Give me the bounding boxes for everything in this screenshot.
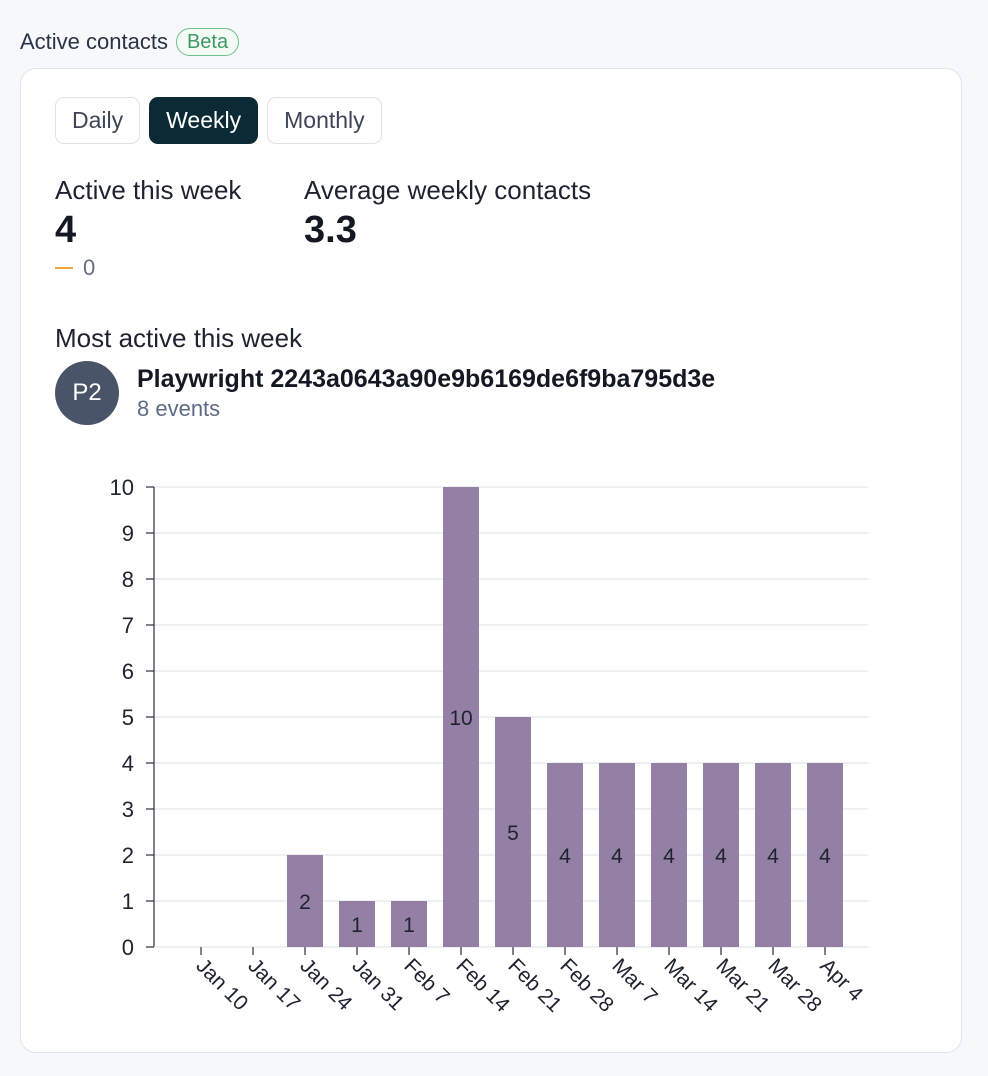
period-tabs: Daily Weekly Monthly [55,97,382,144]
bar [443,487,479,947]
bar-value-label: 4 [559,845,571,868]
active-this-week-stat: Active this week 4 0 [55,173,241,281]
x-tick-label: Jan 24 [295,954,356,1015]
active-this-week-value: 4 [55,209,77,251]
x-tick-label: Feb 21 [503,954,566,1017]
bar [339,901,375,947]
bar-value-label: 4 [819,845,831,868]
bar-value-label: 4 [611,845,623,868]
tab-monthly[interactable]: Monthly [267,97,382,144]
bar-value-label: 10 [449,707,472,730]
bar-value-label: 5 [507,822,519,845]
bar [547,763,583,947]
active-change-value: 0 [83,255,96,280]
tab-daily[interactable]: Daily [55,97,141,144]
y-tick-label: 9 [122,521,134,546]
avatar: P2 [55,361,119,425]
no-change-dash-icon [55,266,73,270]
y-tick-label: 8 [122,567,134,592]
bar [391,901,427,947]
y-tick-label: 6 [122,659,134,684]
bar [287,855,323,947]
x-tick-label: Jan 17 [243,954,304,1015]
beta-badge: Beta [175,28,240,56]
active-this-week-label: Active this week [55,175,242,205]
average-weekly-value: 3.3 [304,209,357,251]
bar-value-label: 1 [351,914,363,937]
y-tick-label: 0 [122,935,134,960]
tab-weekly[interactable]: Weekly [149,97,259,144]
bar [755,763,791,947]
contact-events: 8 events [137,396,221,421]
x-tick-label: Mar 21 [711,954,773,1016]
y-tick-label: 10 [110,475,134,500]
active-contacts-card: Daily Weekly Monthly Active this week 4 … [20,68,962,1053]
bar [495,717,531,947]
bar-value-label: 4 [715,845,727,868]
bar [703,763,739,947]
bar-value-label: 4 [767,845,779,868]
contact-name[interactable]: Playwright 2243a0643a90e9b6169de6f9ba795… [137,365,716,393]
section-header: Active contacts Beta [20,28,240,56]
bar [807,763,843,947]
bar [599,763,635,947]
bar-value-label: 1 [403,914,415,937]
x-tick-label: Feb 14 [451,954,514,1017]
bar-value-label: 4 [663,845,675,868]
y-tick-label: 5 [122,705,134,730]
x-tick-label: Mar 28 [763,954,825,1016]
average-weekly-stat: Average weekly contacts 3.3 [304,173,591,253]
x-tick-label: Mar 14 [659,954,722,1017]
y-tick-label: 3 [122,797,134,822]
average-weekly-label: Average weekly contacts [304,175,592,205]
x-tick-label: Feb 7 [399,954,453,1008]
x-tick-label: Jan 10 [191,954,252,1015]
most-active-contact[interactable]: P2 Playwright 2243a0643a90e9b6169de6f9ba… [55,361,715,425]
x-tick-label: Feb 28 [555,954,618,1017]
bar-value-label: 2 [299,891,311,914]
y-tick-label: 2 [122,843,134,868]
y-tick-label: 7 [122,613,134,638]
most-active-label: Most active this week [55,323,303,353]
active-change: 0 [55,255,241,281]
y-tick-label: 1 [122,889,134,914]
bar [651,763,687,947]
x-tick-label: Jan 31 [347,954,408,1015]
y-tick-label: 4 [122,751,134,776]
section-title: Active contacts [20,29,168,54]
